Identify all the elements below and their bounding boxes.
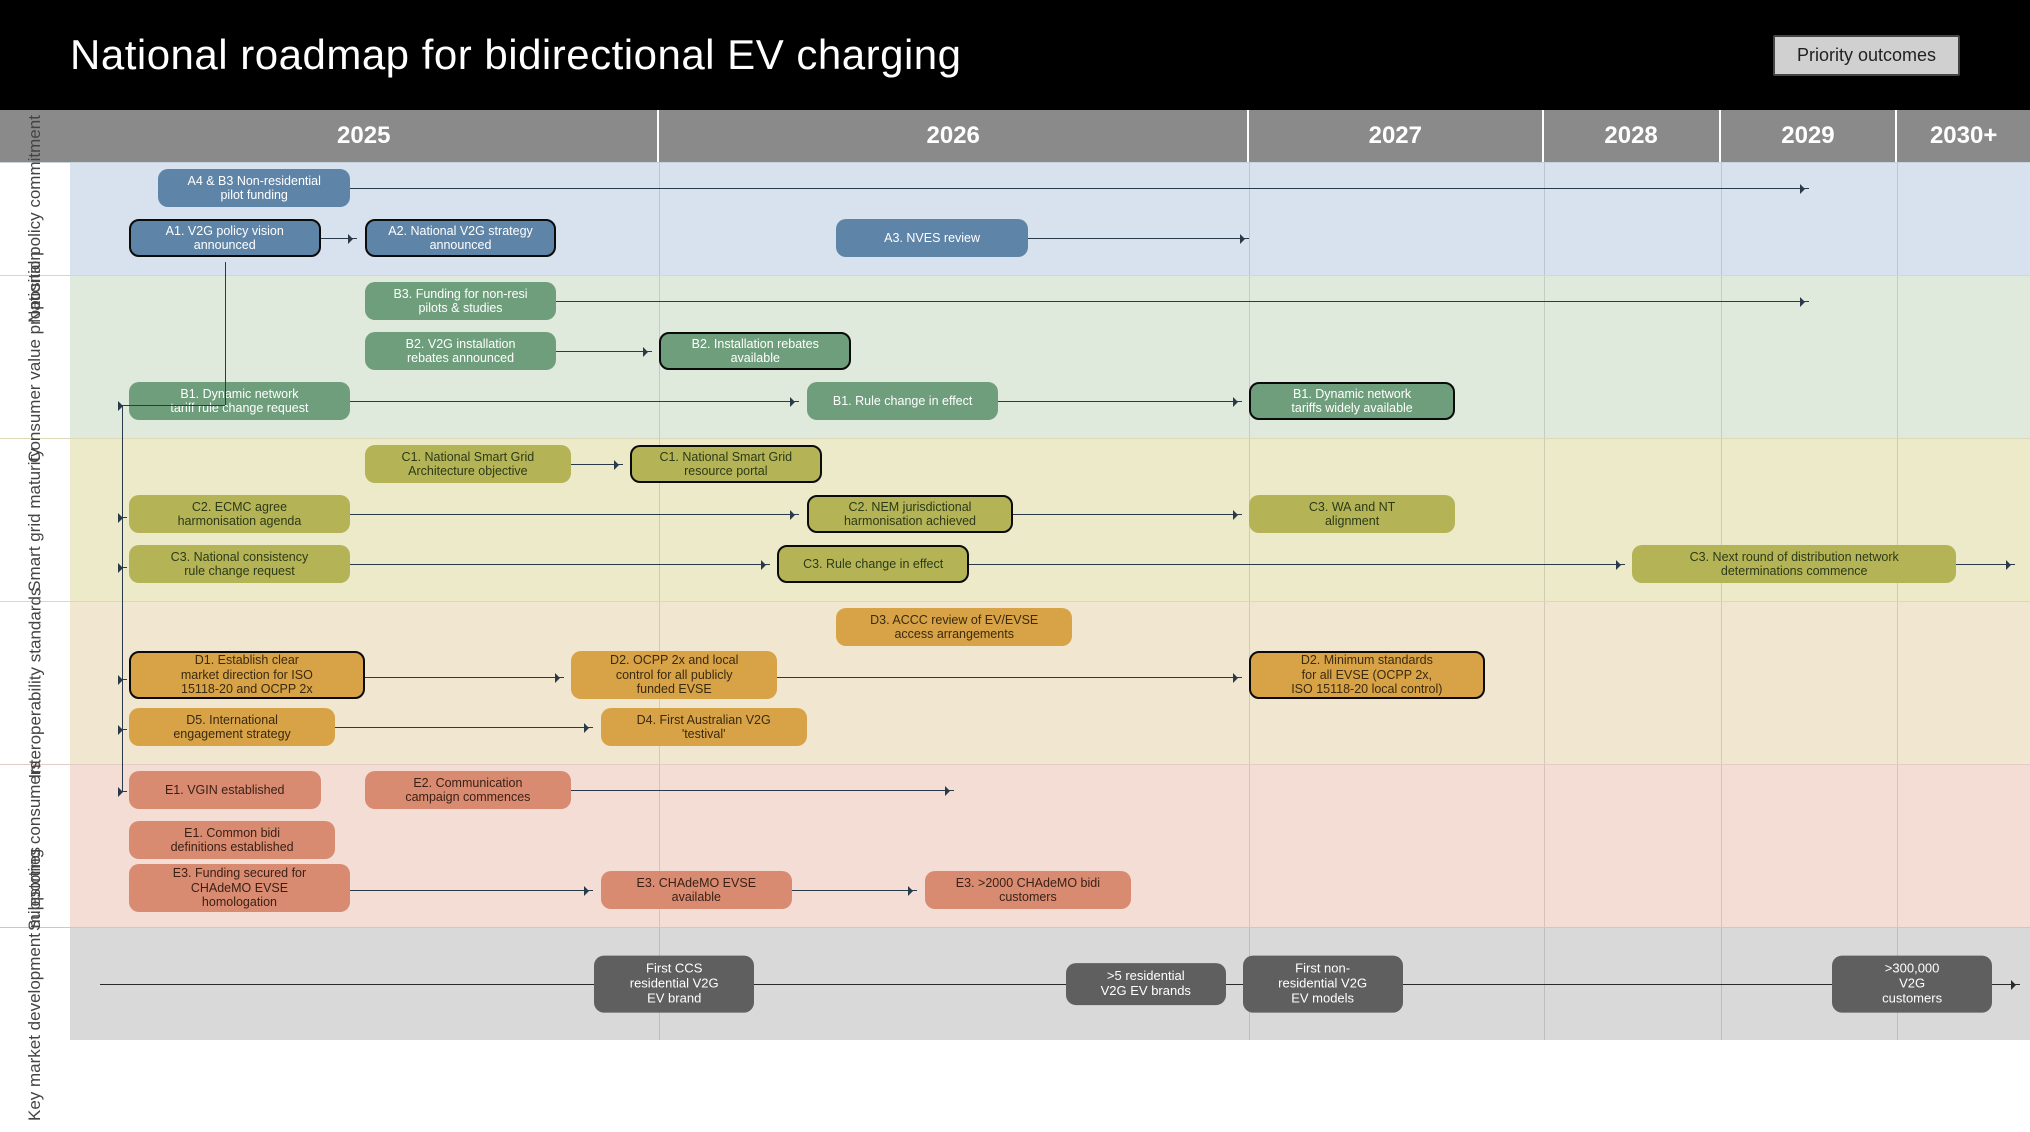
roadmap-node: B2. V2G installationrebates announced (365, 332, 557, 370)
year-2030+: 2030+ (1897, 110, 2030, 162)
spine-stub (122, 405, 127, 406)
lane-label-smartgrid: Smart grid maturity (25, 448, 45, 592)
page-title: National roadmap for bidirectional EV ch… (70, 31, 962, 79)
roadmap-node: C3. National consistencyrule change requ… (129, 545, 350, 583)
arrow (556, 301, 1809, 302)
milestone-track (100, 984, 2020, 985)
year-2029: 2029 (1721, 110, 1898, 162)
roadmap-node: C2. NEM jurisdictionalharmonisation achi… (807, 495, 1013, 533)
roadmap-node: B1. Dynamic networktariff rule change re… (129, 382, 350, 420)
roadmap-node: E1. Common bididefinitions established (129, 821, 335, 859)
year-2027: 2027 (1249, 110, 1544, 162)
arrow (556, 351, 652, 352)
roadmap-node: E2. Communicationcampaign commences (365, 771, 571, 809)
arrow (998, 401, 1241, 402)
arrow (350, 188, 1809, 189)
roadmap-node: E1. VGIN established (129, 771, 321, 809)
spine-stub (122, 679, 127, 680)
roadmap-node: A4 & B3 Non-residentialpilot funding (158, 169, 350, 207)
lane-label-milestones: Key market development milestones (25, 847, 45, 1121)
arrow (350, 514, 799, 515)
roadmap-node: C1. National Smart GridArchitecture obje… (365, 445, 571, 483)
roadmap-node: D2. Minimum standardsfor all EVSE (OCPP … (1249, 651, 1485, 699)
roadmap-node: A1. V2G policy visionannounced (129, 219, 321, 257)
roadmap-node: D5. Internationalengagement strategy (129, 708, 335, 746)
roadmap-node: C1. National Smart Gridresource portal (630, 445, 822, 483)
roadmap-node: D3. ACCC review of EV/EVSEaccess arrange… (836, 608, 1072, 646)
spine-stub (122, 791, 127, 792)
arrow (1013, 514, 1241, 515)
roadmap-node: E3. CHAdeMO EVSEavailable (601, 871, 793, 909)
roadmap-node: B1. Dynamic networktariffs widely availa… (1249, 382, 1455, 420)
arrow (365, 677, 564, 678)
swimlanes: National policy commitmentA4 & B3 Non-re… (0, 162, 2030, 1040)
roadmap-node: A2. National V2G strategyannounced (365, 219, 557, 257)
lane-smartgrid: Smart grid maturity C1. National Smart Gr… (0, 438, 2030, 601)
header-bar: National roadmap for bidirectional EV ch… (0, 0, 2030, 110)
roadmap-node: B3. Funding for non-resipilots & studies (365, 282, 557, 320)
spine-stub (122, 567, 127, 568)
roadmap-node: B1. Rule change in effect (807, 382, 999, 420)
arrow (350, 564, 770, 565)
arrow (571, 464, 623, 465)
lane-label-interop: Interoperability standards (25, 588, 45, 779)
arrow (1028, 238, 1249, 239)
roadmap-node: C2. ECMC agreeharmonisation agenda (129, 495, 350, 533)
milestone: First CCSresidential V2GEV brand (594, 956, 754, 1013)
roadmap-node: E3. >2000 CHAdeMO bidicustomers (925, 871, 1131, 909)
year-2025: 2025 (70, 110, 659, 162)
arrow (350, 401, 799, 402)
arrow (335, 727, 593, 728)
lane-label-consumer: Consumer value proposition (25, 251, 45, 463)
arrow (969, 564, 1625, 565)
roadmap-node: C3. Rule change in effect (777, 545, 969, 583)
roadmap-node: C3. Next round of distribution networkde… (1632, 545, 1956, 583)
lane-supporting: Supporting consumersE1. VGIN established… (0, 764, 2030, 927)
lane-consumer: Consumer value propositionB3. Funding fo… (0, 275, 2030, 438)
roadmap-node: D2. OCPP 2x and localcontrol for all pub… (571, 651, 777, 699)
priority-outcomes-button[interactable]: Priority outcomes (1773, 35, 1960, 76)
arrow (792, 890, 917, 891)
arrow (321, 238, 358, 239)
roadmap-node: B2. Installation rebatesavailable (659, 332, 851, 370)
year-row: 202520262027202820292030+ (0, 110, 2030, 162)
roadmap-node: D4. First Australian V2G'testival' (601, 708, 807, 746)
arrow (1956, 564, 2015, 565)
milestone: First non-residential V2GEV models (1243, 956, 1403, 1013)
roadmap-node: D1. Establish clearmarket direction for … (129, 651, 365, 699)
spine-stub (122, 517, 127, 518)
roadmap-node: A3. NVES review (836, 219, 1028, 257)
arrow (777, 677, 1241, 678)
roadmap-node: C3. WA and NTalignment (1249, 495, 1455, 533)
milestone: >5 residentialV2G EV brands (1066, 963, 1226, 1005)
milestone: >300,000V2Gcustomers (1832, 956, 1992, 1013)
year-2028: 2028 (1544, 110, 1721, 162)
year-2026: 2026 (659, 110, 1248, 162)
spine-stub (122, 729, 127, 730)
lane-interop: Interoperability standardsD3. ACCC revie… (0, 601, 2030, 764)
lane-milestones: Key market development milestonesFirst C… (0, 927, 2030, 1040)
arrow (571, 790, 954, 791)
roadmap-node: E3. Funding secured forCHAdeMO EVSEhomol… (129, 864, 350, 912)
lane-policy: National policy commitmentA4 & B3 Non-re… (0, 162, 2030, 275)
arrow (350, 890, 593, 891)
